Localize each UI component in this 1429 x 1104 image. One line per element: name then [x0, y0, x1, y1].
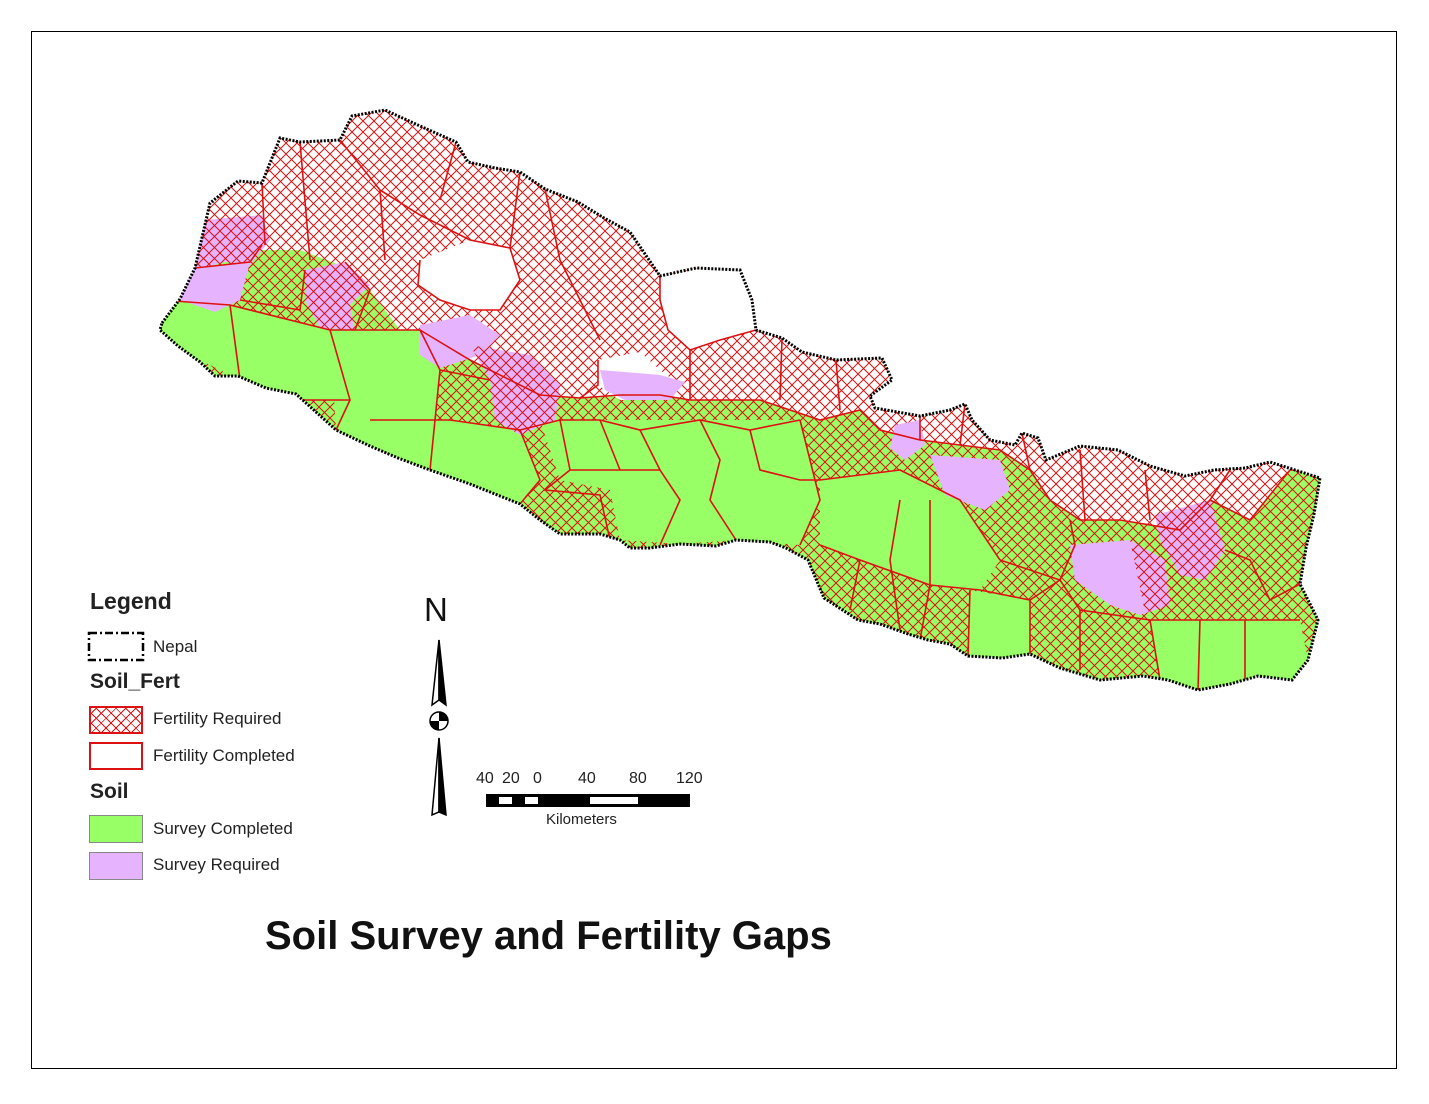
survey-completed-area [968, 590, 1030, 658]
survey-completed-area [370, 420, 540, 504]
survey-completed-area [160, 300, 350, 400]
survey-completed-area [1150, 620, 1308, 690]
survey-required-area [180, 262, 250, 312]
legend-label-fertility-completed: Fertility Completed [153, 746, 295, 765]
nepal-legend-swatch [87, 631, 145, 662]
scale-tick-label: 40 [476, 770, 494, 787]
survey-required-area [890, 420, 925, 460]
map-title: Soil Survey and Fertility Gaps [265, 914, 832, 958]
fertility-completed-swatch [89, 742, 143, 770]
fertility-required-swatch [89, 706, 143, 734]
district-boundaries [160, 139, 1320, 690]
north-arrow-icon [429, 639, 449, 817]
scale-tick-label: 80 [629, 770, 647, 787]
scale-tick-label: 0 [533, 770, 542, 787]
north-label: N [424, 591, 448, 628]
scale-tick-label: 120 [676, 770, 703, 787]
survey-required-hatch [305, 262, 370, 330]
legend-label-nepal: Nepal [153, 637, 198, 656]
survey-required-hatch [470, 345, 560, 435]
fertility-completed-area [660, 268, 756, 350]
survey-completed-area [540, 420, 820, 545]
legend-title: Legend [90, 588, 172, 614]
legend-group-soil: Soil [90, 780, 129, 803]
survey-required-area [930, 455, 1010, 510]
survey-required-swatch [89, 852, 143, 880]
survey-required-hatch [195, 215, 270, 270]
scale-tick-label: 40 [578, 770, 596, 787]
fertility-completed-area [418, 240, 520, 310]
survey-completed-area [820, 470, 1000, 590]
legend-label-survey-required: Survey Required [153, 855, 280, 874]
legend-label-survey-completed: Survey Completed [153, 819, 293, 838]
survey-required-area [600, 370, 685, 400]
legend-group-soil-fert: Soil_Fert [90, 670, 180, 693]
survey-completed-swatch [89, 815, 143, 843]
scale-unit-label: Kilometers [546, 811, 617, 828]
legend-label-fertility-required: Fertility Required [153, 709, 282, 728]
scale-tick-label: 20 [502, 770, 520, 787]
survey-required-hatch [1155, 500, 1225, 580]
map-frame [31, 31, 1397, 1069]
scale-bar [486, 794, 690, 807]
